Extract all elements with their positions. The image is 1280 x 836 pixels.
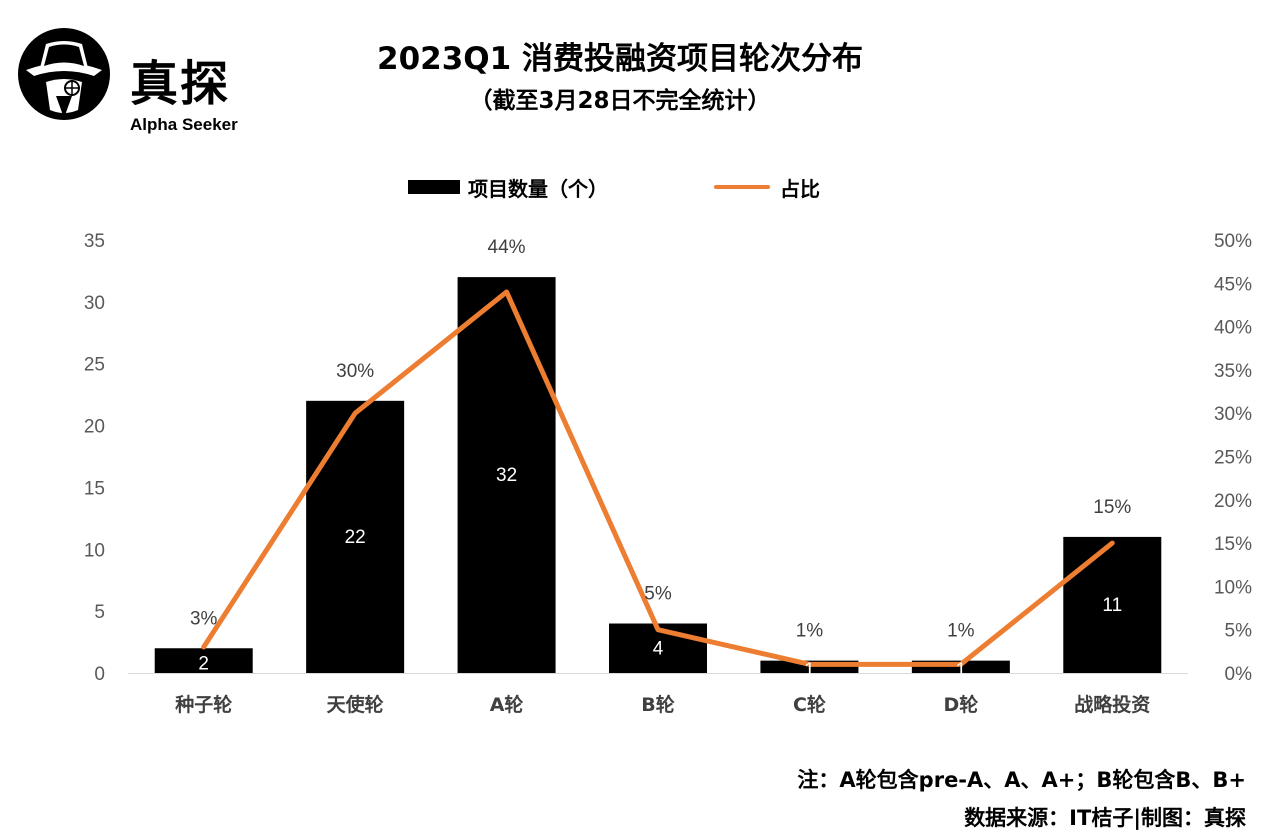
x-axis-category-label: B轮 (641, 693, 674, 716)
y2-axis-tick-label: 45% (1214, 274, 1252, 295)
percentage-label: 15% (1093, 497, 1131, 518)
y2-axis-tick-label: 40% (1214, 318, 1252, 339)
y2-axis-tick-label: 30% (1214, 404, 1252, 425)
y2-axis-tick-label: 25% (1214, 448, 1252, 469)
source-note: 数据来源：IT桔子|制图：真探 (964, 806, 1246, 830)
chart-subtitle: （截至3月28日不完全统计） (469, 88, 771, 114)
bar-value-label: 4 (653, 638, 664, 659)
bar-value-label: 22 (345, 527, 366, 548)
legend-bar-label: 项目数量（个） (468, 176, 608, 201)
percentage-label: 1% (796, 621, 824, 642)
bar-value-label: 11 (1102, 595, 1122, 616)
percentage-label: 3% (190, 608, 218, 629)
y2-axis-tick-label: 20% (1214, 491, 1252, 512)
logo-subtitle: Alpha Seeker (130, 115, 238, 134)
y-axis-tick-label: 10 (84, 540, 105, 561)
x-axis-category-label: A轮 (490, 693, 524, 716)
bar-value-label: 32 (496, 465, 517, 486)
bar-value-label: 2 (198, 654, 209, 675)
bar-value-label: 1 (956, 660, 967, 681)
y-axis-tick-label: 0 (94, 664, 105, 685)
percentage-label: 5% (644, 584, 672, 605)
logo: 真探 Alpha Seeker (16, 26, 246, 133)
legend-bar-swatch (408, 180, 460, 194)
percentage-label: 1% (947, 621, 975, 642)
percentage-label: 44% (488, 237, 526, 258)
y-axis-tick-label: 15 (84, 478, 105, 499)
bar (457, 277, 556, 673)
y2-axis-tick-label: 5% (1225, 621, 1253, 642)
y-axis-tick-label: 20 (84, 417, 105, 438)
y-axis-tick-label: 30 (84, 293, 105, 314)
bar-value-label: 1 (804, 660, 815, 681)
x-axis-category-label: 种子轮 (174, 693, 232, 716)
y-axis-tick-label: 5 (94, 602, 105, 623)
legend: 项目数量（个） 占比 (0, 172, 1280, 202)
y2-axis-tick-label: 35% (1214, 361, 1252, 382)
logo-title: 真探 (130, 56, 231, 112)
bar (1063, 536, 1162, 673)
legend-item-bars: 项目数量（个） (408, 172, 608, 202)
detective-logo-icon (18, 28, 110, 120)
footnote: 注：A轮包含pre-A、A、A+；B轮包含B、B+ (797, 768, 1246, 792)
x-axis-category-label: C轮 (793, 693, 826, 716)
percentage-line (201, 289, 1115, 667)
legend-item-line: 占比 (714, 172, 820, 202)
y2-axis-tick-label: 15% (1214, 534, 1252, 555)
x-axis-category-label: 天使轮 (327, 693, 384, 716)
x-axis-category-label: 战略投资 (1074, 693, 1150, 716)
bar (306, 400, 405, 673)
y-axis-tick-label: 35 (84, 231, 105, 252)
legend-line-label: 占比 (780, 176, 820, 201)
bar (154, 648, 253, 673)
y2-axis-tick-label: 50% (1214, 231, 1252, 252)
percentage-label: 30% (336, 361, 374, 382)
x-axis-category-label: D轮 (943, 693, 978, 716)
chart-title: 2023Q1 消费投融资项目轮次分布 (377, 41, 863, 77)
legend-line-swatch (714, 185, 770, 189)
y2-axis-tick-label: 10% (1214, 577, 1252, 598)
y2-axis-tick-label: 0% (1225, 664, 1253, 685)
y-axis-tick-label: 25 (84, 355, 105, 376)
